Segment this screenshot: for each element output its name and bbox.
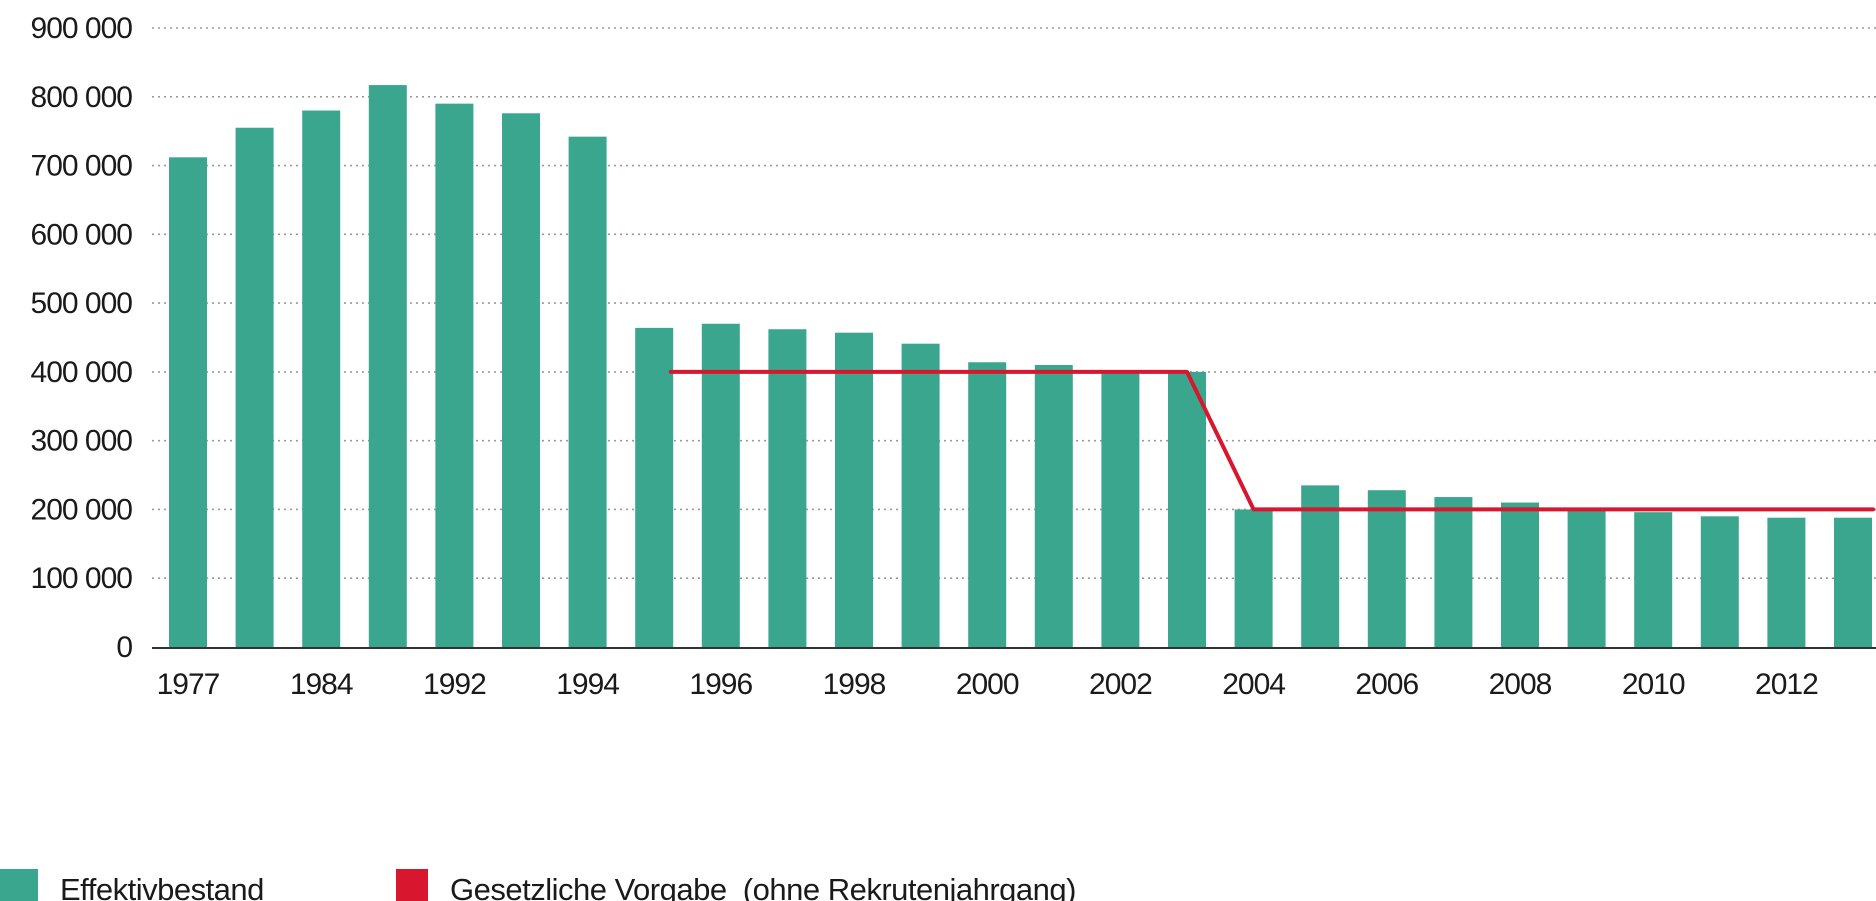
y-tick-label-5: 500 000 <box>31 287 133 320</box>
legend-swatch-gesetzliche-vorgabe <box>396 869 428 901</box>
bar-0 <box>169 157 207 647</box>
y-tick-label-6: 600 000 <box>31 218 133 251</box>
bar-2 <box>302 110 341 648</box>
bar-7 <box>635 327 674 647</box>
bar-12 <box>968 362 1007 647</box>
y-tick-label-3: 300 000 <box>31 425 133 458</box>
bars-effektivbestand <box>169 85 1872 648</box>
bar-21 <box>1567 509 1606 647</box>
y-tick-label-4: 400 000 <box>31 356 133 389</box>
y-tick-label-0: 0 <box>116 631 132 664</box>
x-tick-label-12: 2012 <box>1755 668 1818 701</box>
bar-23 <box>1700 516 1739 647</box>
bar-18 <box>1367 490 1406 647</box>
bar-13 <box>1034 365 1073 647</box>
x-tick-label-6: 2000 <box>956 668 1019 701</box>
bar-16 <box>1234 509 1273 647</box>
legend-swatch-effektivbestand <box>0 869 38 901</box>
bar-8 <box>701 323 740 647</box>
x-tick-label-8: 2004 <box>1222 668 1285 701</box>
y-tick-label-7: 700 000 <box>31 150 133 183</box>
legend-item-effektivbestand: Effektivbestand <box>0 869 264 901</box>
bar-3 <box>368 85 407 647</box>
bar-17 <box>1301 485 1340 647</box>
legend-label-effektivbestand: Effektivbestand <box>60 872 264 901</box>
x-tick-label-7: 2002 <box>1089 668 1152 701</box>
bar-10 <box>835 332 873 647</box>
bar-14 <box>1101 370 1140 647</box>
y-tick-label-8: 800 000 <box>31 81 133 114</box>
bar-4 <box>435 103 474 647</box>
bar-19 <box>1434 497 1473 647</box>
bar-25 <box>1834 517 1872 647</box>
x-tick-label-4: 1996 <box>689 668 752 701</box>
x-axis-tick-labels: 1977 1984 1992 1994 1996 1998 2000 2002 2004 2006… <box>157 668 1819 701</box>
legend-label-gesetzliche-vorgabe: Gesetzliche Vorgabe (ohne Rekrutenjahrga… <box>450 872 1076 901</box>
x-tick-label-9: 2006 <box>1355 668 1418 701</box>
line-gesetzliche-vorgabe <box>668 369 1875 512</box>
y-tick-label-2: 200 000 <box>31 493 133 526</box>
legend-item-gesetzliche-vorgabe: Gesetzliche Vorgabe (ohne Rekrutenjahrga… <box>396 869 1076 901</box>
bar-24 <box>1767 517 1806 647</box>
line-gesetzliche-vorgabe-path <box>668 369 1875 512</box>
bar-15 <box>1168 371 1206 647</box>
bar-1 <box>235 127 274 647</box>
x-tick-label-0: 1977 <box>157 668 220 701</box>
x-tick-label-2: 1992 <box>423 668 486 701</box>
bar-5 <box>502 113 540 648</box>
bar-20 <box>1501 502 1539 647</box>
x-tick-label-5: 1998 <box>823 668 886 701</box>
x-tick-label-1: 1984 <box>290 668 353 701</box>
bar-9 <box>768 329 807 647</box>
y-axis-tick-labels: 0 100 000 200 000 300 000 400 000 500 000 600 … <box>31 12 134 664</box>
y-tick-label-9: 900 000 <box>31 12 133 45</box>
legend: Effektivbestand Gesetzliche Vorgabe (ohn… <box>0 869 1076 901</box>
grid-lines <box>152 27 1876 580</box>
y-tick-label-1: 100 000 <box>31 562 133 595</box>
bar-22 <box>1634 512 1673 647</box>
bar-6 <box>568 136 607 647</box>
x-tick-label-3: 1994 <box>556 668 619 701</box>
bar-11 <box>901 343 940 647</box>
x-tick-label-11: 2010 <box>1622 668 1685 701</box>
x-tick-label-10: 2008 <box>1489 668 1552 701</box>
